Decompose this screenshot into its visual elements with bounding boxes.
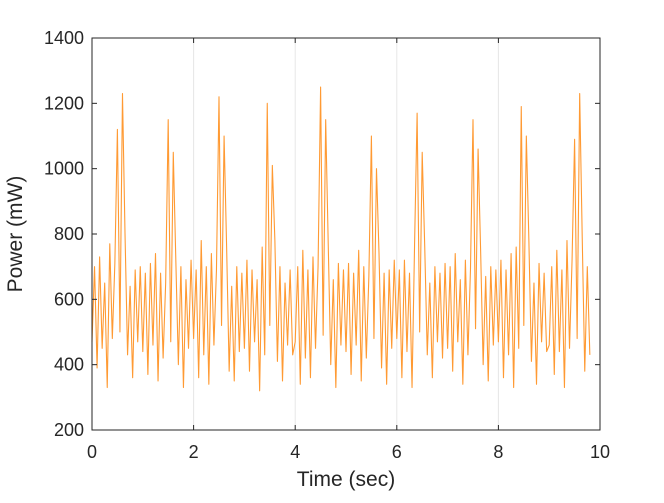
y-tick-label: 600 (54, 289, 84, 309)
y-tick-label: 1000 (44, 159, 84, 179)
data-line (91, 86, 591, 392)
y-tick-label: 400 (54, 355, 84, 375)
axes-box (91, 37, 601, 431)
y-tick-label: 1200 (44, 93, 84, 113)
x-tick-label: 6 (392, 442, 402, 462)
y-tick-label: 1400 (44, 28, 84, 48)
x-tick-label: 0 (87, 442, 97, 462)
axes: 0 2 4 6 8 10 200 400 600 800 1000 1200 1400 (44, 28, 610, 462)
y-tick-label: 800 (54, 224, 84, 244)
x-tick-label: 10 (590, 442, 610, 462)
x-axis-label: Time (sec) (297, 468, 395, 491)
y-axis-label: Power (mW) (4, 176, 27, 293)
plot-area (91, 86, 591, 392)
x-tick-label: 2 (189, 442, 199, 462)
x-tick-label: 8 (493, 442, 503, 462)
x-tick-label: 4 (290, 442, 300, 462)
y-tick-label: 200 (54, 420, 84, 440)
